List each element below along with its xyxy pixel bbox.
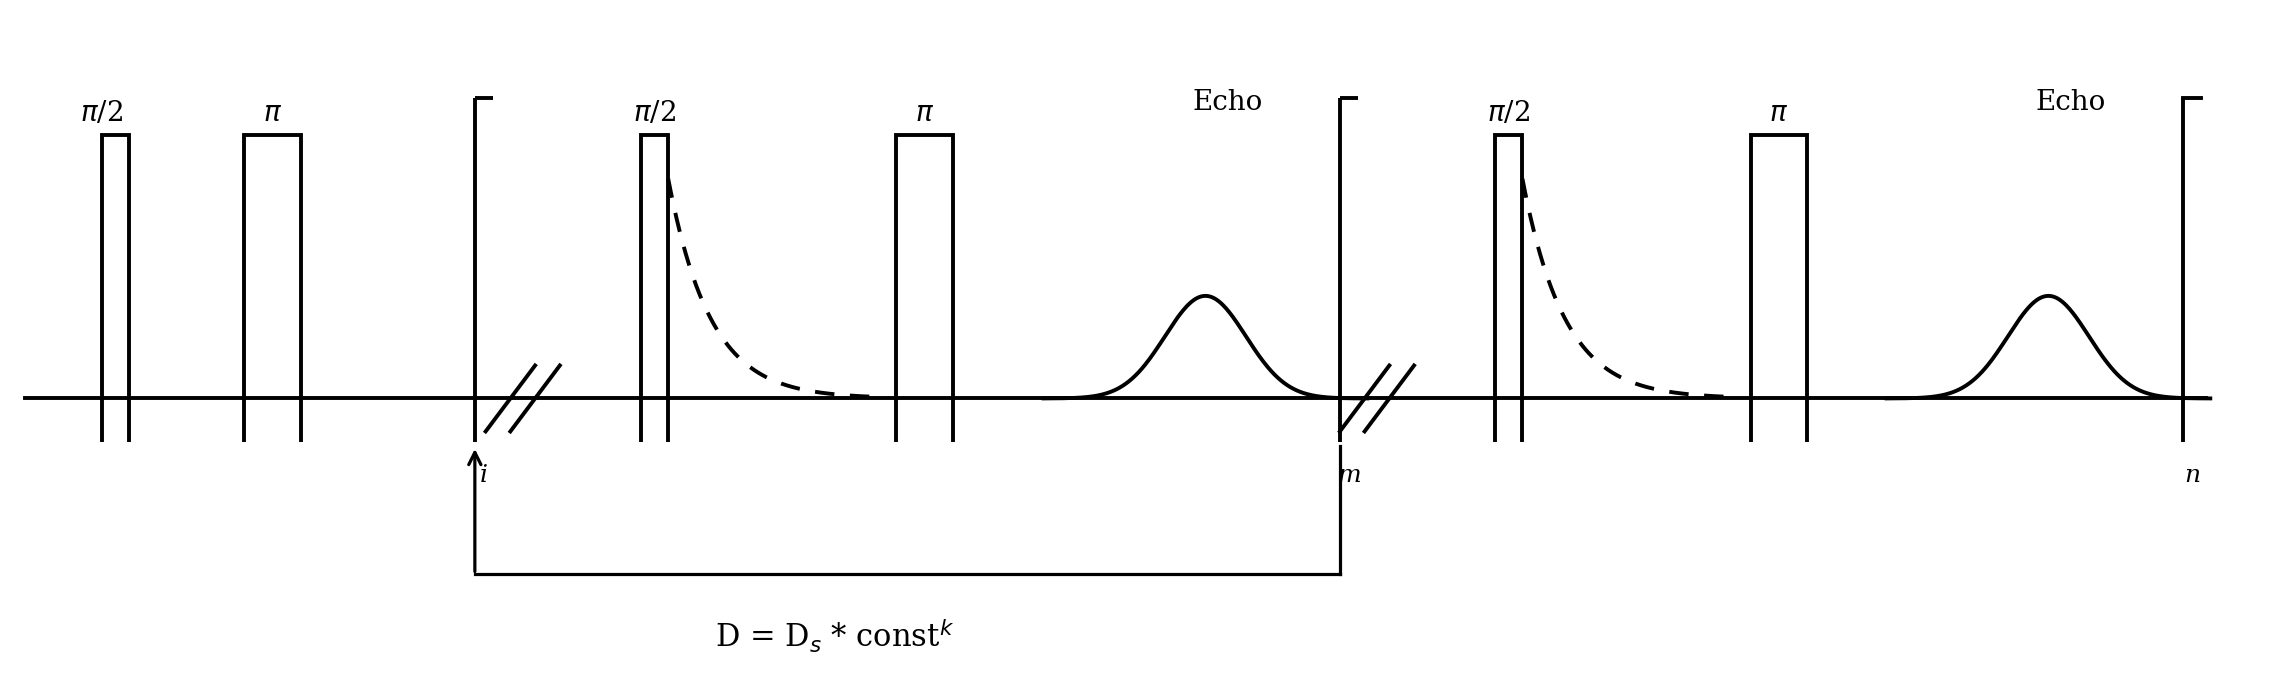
Text: $\pi$: $\pi$ [264, 100, 282, 127]
Text: $\pi$: $\pi$ [915, 100, 933, 127]
Text: $\pi$/2: $\pi$/2 [1489, 100, 1529, 127]
Text: $\pi$: $\pi$ [1768, 100, 1789, 127]
Text: $\pi$/2: $\pi$/2 [633, 100, 676, 127]
Text: i: i [480, 464, 487, 487]
Text: Echo: Echo [1193, 89, 1263, 116]
Text: D = D$_s$ * const$^k$: D = D$_s$ * const$^k$ [715, 618, 954, 655]
Text: n: n [2185, 464, 2201, 487]
Text: Echo: Echo [2035, 89, 2105, 116]
Text: $\pi$/2: $\pi$/2 [80, 100, 123, 127]
Text: m: m [1338, 464, 1361, 487]
